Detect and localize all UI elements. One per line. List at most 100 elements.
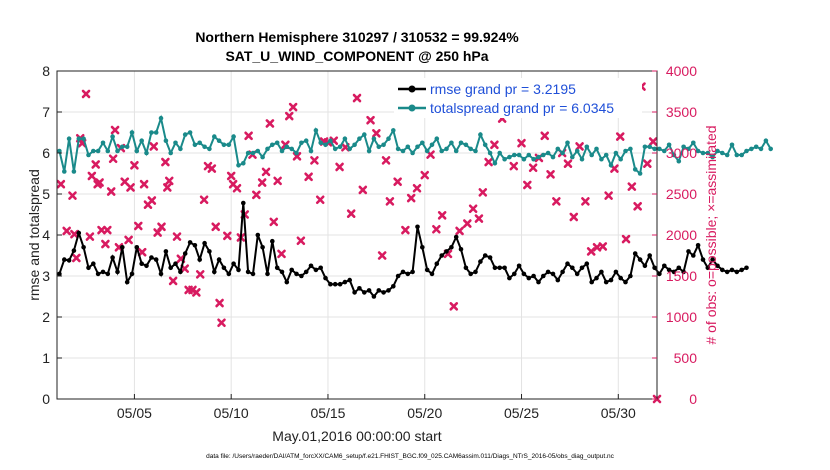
rmse-point — [662, 263, 667, 269]
rmse-point — [129, 271, 135, 277]
obs-count-marker — [381, 156, 391, 165]
rmse-point — [555, 277, 561, 283]
rmse-point — [405, 271, 411, 277]
rmse-point — [541, 273, 546, 279]
obs-count-marker — [161, 157, 170, 167]
rmse-point — [391, 284, 396, 289]
obs-count-marker — [540, 131, 550, 141]
rmse-point — [308, 263, 314, 269]
totalspread-point — [124, 144, 130, 150]
rmse-point — [545, 269, 551, 275]
obs-count-marker — [163, 183, 172, 192]
obs-count-marker — [269, 217, 279, 227]
totalspread-point — [134, 148, 140, 154]
totalspread-point — [526, 152, 532, 158]
totalspread-point — [681, 144, 686, 150]
totalspread-point — [497, 150, 503, 156]
obs-count-marker — [288, 102, 298, 112]
rmse-point — [192, 243, 198, 248]
legend-spread-label: totalspread grand pr = 6.0345 — [430, 100, 614, 116]
obs-count-marker — [468, 204, 478, 214]
obs-count-marker — [157, 222, 166, 232]
rmse-point — [120, 245, 125, 250]
totalspread-point — [676, 158, 682, 164]
totalspread-point — [405, 144, 411, 150]
obs-count-marker — [199, 195, 209, 205]
obs-count-marker — [463, 219, 472, 228]
obs-count-marker — [598, 242, 608, 251]
rmse-point — [110, 255, 115, 260]
totalspread-point — [100, 140, 106, 146]
totalspread-point — [429, 142, 435, 148]
totalspread-point — [550, 154, 556, 160]
rmse-point — [657, 271, 662, 277]
y-tick-label: 0 — [42, 391, 50, 407]
rmse-point — [536, 279, 541, 285]
rmse-point — [521, 271, 527, 277]
totalspread-point — [274, 140, 280, 146]
data-file-footer: data file: /Users/raeder/DAI/ATM_forcXX/… — [206, 453, 615, 460]
rmse-point — [144, 263, 149, 269]
totalspread-point — [744, 148, 749, 154]
x-tick-label: 05/15 — [310, 405, 345, 421]
totalspread-point — [226, 142, 232, 148]
y-axis-label: rmse and totalspread — [26, 169, 42, 301]
rmse-point — [526, 275, 532, 281]
rmse-point — [463, 265, 469, 271]
rmse-point — [415, 224, 420, 230]
rmse-point — [57, 271, 62, 277]
totalspread-point — [149, 130, 154, 135]
rmse-point — [270, 238, 275, 244]
rmse-point — [531, 273, 536, 279]
totalspread-point — [231, 134, 236, 139]
totalspread-point — [521, 156, 527, 162]
obs-count-marker — [124, 235, 133, 245]
rmse-point — [507, 275, 512, 281]
obs-count-marker — [153, 228, 162, 237]
totalspread-point — [284, 144, 290, 150]
rmse-point — [153, 257, 159, 262]
y-tick-label: 5 — [42, 186, 50, 202]
rmse-point — [381, 290, 386, 295]
obs-count-marker — [523, 180, 532, 190]
totalspread-point — [144, 150, 149, 156]
obs-count-marker — [273, 176, 282, 186]
grid-lines — [57, 70, 657, 400]
totalspread-point — [618, 156, 623, 162]
rmse-point — [599, 269, 604, 275]
rmse-point — [695, 243, 701, 248]
obs-count-marker — [315, 195, 325, 205]
totalspread-point — [202, 144, 207, 150]
totalspread-point — [71, 169, 77, 174]
rmse-line — [58, 202, 747, 299]
x-tick-label: 05/20 — [407, 405, 442, 421]
totalspread-point — [512, 152, 517, 158]
obs-count-marker — [449, 302, 459, 311]
obs-count-marker — [207, 164, 217, 173]
obs-count-marker — [87, 171, 97, 181]
rmse-point — [124, 279, 130, 285]
y2-tick-label: 1500 — [666, 268, 697, 284]
totalspread-point — [216, 138, 222, 143]
totalspread-point — [739, 152, 744, 158]
rmse-point — [173, 261, 178, 267]
obs-count-marker — [62, 226, 71, 236]
obs-count-marker — [621, 234, 631, 244]
obs-count-marker — [575, 142, 584, 151]
rmse-point — [328, 281, 333, 287]
rmse-point — [279, 269, 285, 275]
rmse-point — [400, 269, 406, 275]
rmse-point — [628, 273, 633, 279]
totalspread-point — [391, 128, 396, 133]
obs-count-marker — [284, 111, 294, 121]
x-axis-ticks: 05/05 05/10 05/15 05/20 05/25 05/30 — [117, 394, 636, 421]
totalspread-point — [400, 148, 406, 154]
totalspread-point — [308, 148, 314, 154]
obs-count-marker — [56, 179, 66, 189]
rmse-point — [715, 263, 720, 269]
rmse-point — [149, 255, 154, 260]
obs-count-marker — [546, 170, 555, 179]
obs-count-marker — [232, 183, 242, 193]
rmse-point — [666, 267, 672, 273]
